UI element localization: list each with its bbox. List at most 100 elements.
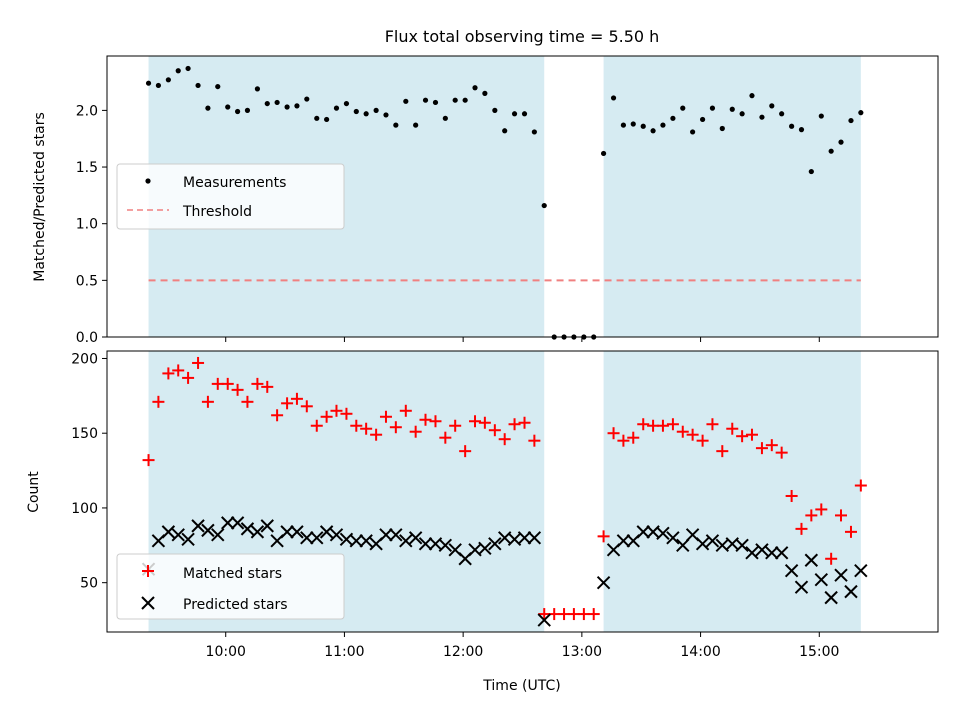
predicted-star-point bbox=[527, 531, 542, 545]
predicted-star-point bbox=[666, 531, 680, 545]
bottom-panel: 50 100 150 200 10:00 11:00 12:00 13:00 14:00 15:… bbox=[26, 350, 939, 694]
y-tick-label: 1.0 bbox=[76, 217, 98, 233]
observing-window-shade bbox=[603, 56, 861, 337]
x-axis-label: Time (UTC) bbox=[482, 678, 560, 694]
measurement-point bbox=[739, 111, 745, 117]
measurement-point bbox=[205, 105, 211, 111]
measurement-point bbox=[363, 111, 369, 117]
measurement-point bbox=[314, 115, 320, 121]
predicted-star-point bbox=[349, 534, 364, 548]
predicted-star-point bbox=[705, 534, 720, 548]
measurement-point bbox=[630, 121, 636, 127]
measurement-point bbox=[858, 110, 864, 116]
matched-star-point bbox=[429, 415, 442, 428]
measurement-point bbox=[333, 105, 340, 111]
top-panel: 0.00.51.01.52.0 Matched/Predicted stars … bbox=[32, 55, 939, 346]
predicted-star-point bbox=[171, 528, 185, 542]
matched-star-point bbox=[221, 377, 234, 390]
bottom-y-axis-label: Count bbox=[26, 471, 42, 513]
predicted-star-point bbox=[735, 538, 749, 553]
measurement-point bbox=[492, 107, 498, 113]
matched-star-point bbox=[775, 446, 788, 459]
predicted-star-point bbox=[389, 528, 403, 542]
predicted-star-point bbox=[181, 532, 195, 547]
predicted-star-point bbox=[537, 613, 551, 627]
predicted-star-point bbox=[676, 538, 690, 553]
measurement-point bbox=[680, 105, 686, 111]
matched-star-point bbox=[152, 395, 165, 408]
measurement-point bbox=[531, 129, 537, 135]
x-tick-label: 11:00 bbox=[324, 644, 364, 660]
matched-star-point bbox=[825, 552, 838, 565]
measurement-point bbox=[264, 100, 270, 107]
measurement-point bbox=[650, 128, 656, 134]
measurement-point bbox=[699, 116, 706, 123]
matched-star-point bbox=[192, 356, 205, 369]
matched-star-point bbox=[360, 422, 373, 435]
matched-star-point bbox=[379, 410, 392, 423]
predicted-star-point bbox=[161, 525, 176, 539]
bottom-legend: Matched stars Predicted stars bbox=[116, 553, 345, 620]
matched-star-point bbox=[518, 416, 531, 429]
measurement-point bbox=[413, 122, 419, 128]
measurement-point bbox=[779, 111, 785, 117]
measurement-point bbox=[640, 123, 646, 129]
predicted-star-point bbox=[201, 523, 215, 538]
y-tick-label: 100 bbox=[71, 501, 98, 517]
predicted-star-point bbox=[745, 546, 759, 560]
predicted-star-point bbox=[755, 543, 769, 557]
measurement-point bbox=[838, 139, 844, 145]
measurement-point bbox=[403, 98, 409, 104]
matched-star-point bbox=[676, 425, 689, 438]
measurement-point bbox=[749, 93, 755, 99]
top-y-axis-label: Matched/Predicted stars bbox=[32, 112, 48, 282]
predicted-star-point bbox=[379, 528, 393, 542]
measurement-point bbox=[502, 128, 508, 134]
legend-measurements-marker bbox=[145, 178, 151, 184]
matched-star-point bbox=[182, 371, 195, 384]
predicted-star-point bbox=[280, 525, 294, 539]
top-legend: Measurements Threshold bbox=[116, 163, 345, 230]
matched-star-point bbox=[389, 421, 402, 434]
measurement-point bbox=[324, 116, 330, 123]
matched-star-point bbox=[300, 400, 313, 413]
measurement-point bbox=[719, 125, 725, 132]
matched-star-point bbox=[409, 425, 422, 438]
predicted-star-point bbox=[488, 537, 502, 551]
matched-star-point bbox=[399, 404, 412, 417]
measurement-point bbox=[185, 65, 191, 72]
matched-star-point bbox=[310, 419, 323, 432]
predicted-star-point bbox=[774, 546, 789, 560]
matched-star-point bbox=[528, 434, 541, 447]
legend-matched-label: Matched stars bbox=[183, 566, 282, 582]
measurement-point bbox=[195, 82, 201, 89]
y-tick-label: 2.0 bbox=[76, 103, 98, 119]
measurement-point bbox=[798, 127, 805, 133]
measurement-point bbox=[769, 103, 775, 109]
predicted-star-point bbox=[438, 538, 453, 553]
measurement-point bbox=[145, 80, 152, 86]
matched-star-point bbox=[340, 407, 353, 420]
measurement-point bbox=[472, 85, 478, 91]
matched-star-point bbox=[459, 445, 472, 458]
x-tick-label: 13:00 bbox=[562, 644, 602, 660]
y-tick-label: 0.0 bbox=[76, 330, 98, 346]
measurement-point bbox=[600, 150, 607, 157]
matched-star-point bbox=[716, 445, 729, 458]
measurement-point bbox=[215, 83, 221, 90]
matched-star-point bbox=[666, 418, 679, 431]
x-tick-label: 15:00 bbox=[799, 644, 839, 660]
y-tick-label: 0.5 bbox=[76, 273, 98, 289]
predicted-star-point bbox=[794, 580, 809, 594]
measurement-point bbox=[294, 103, 300, 109]
measurement-point bbox=[828, 148, 834, 154]
legend-measurements-label: Measurements bbox=[183, 175, 286, 191]
matched-star-point bbox=[350, 419, 363, 432]
measurement-point bbox=[422, 97, 429, 103]
x-tick-label: 14:00 bbox=[680, 644, 720, 660]
y-tick-label: 200 bbox=[71, 351, 98, 367]
matched-star-point bbox=[508, 418, 521, 431]
matched-star-point bbox=[498, 433, 511, 446]
measurement-point bbox=[442, 115, 448, 121]
